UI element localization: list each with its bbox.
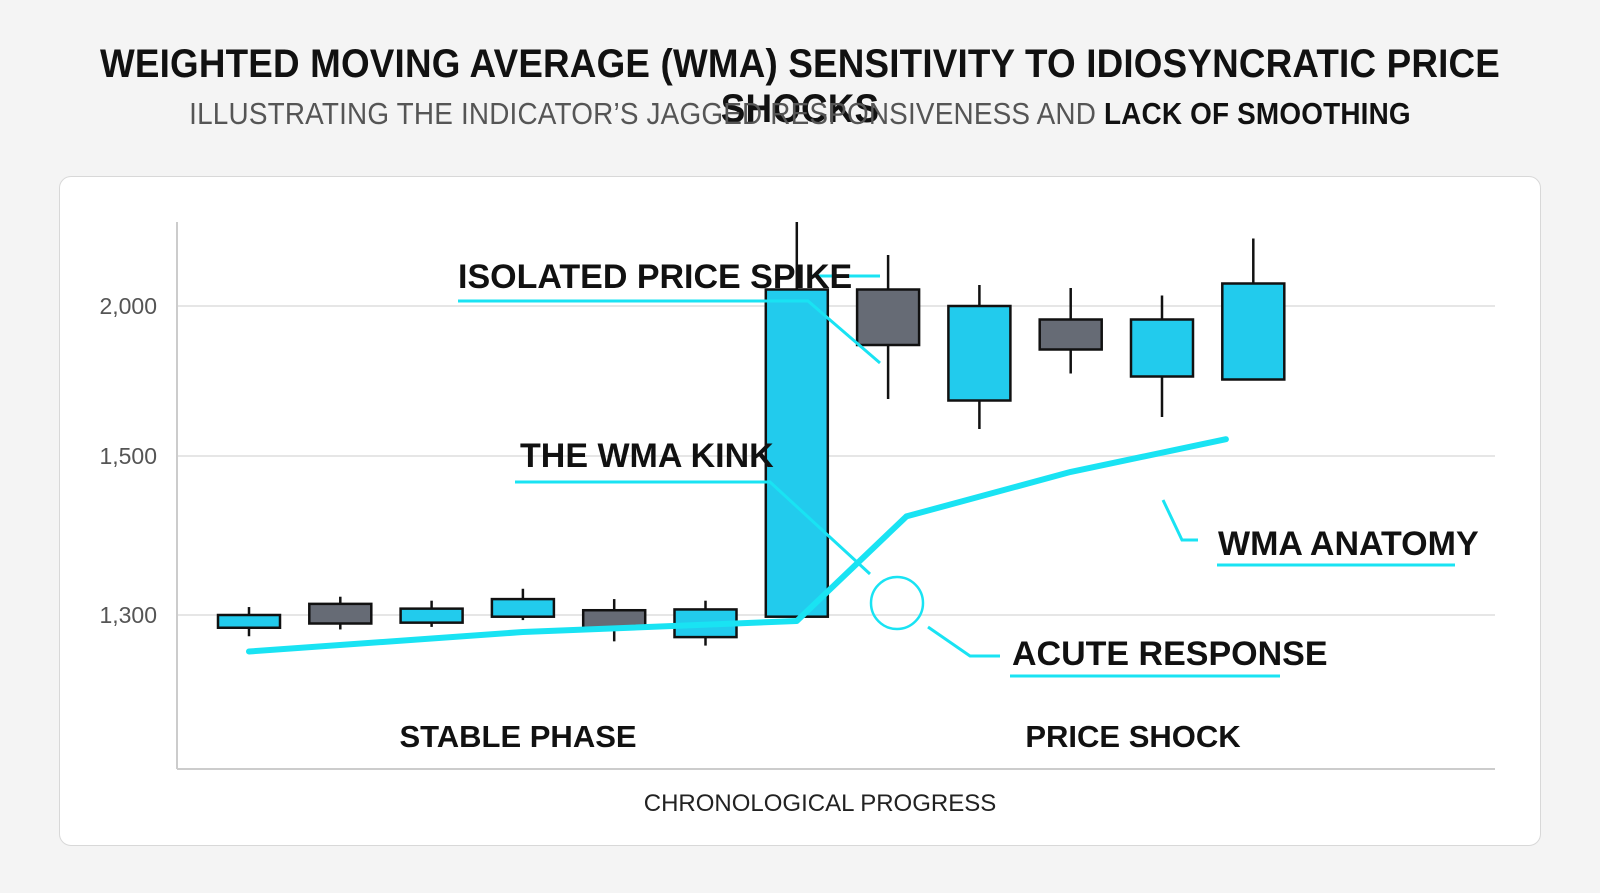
candle-body [1221,282,1286,381]
candle-body [1129,318,1195,378]
page-title: WEIGHTED MOVING AVERAGE (WMA) SENSITIVIT… [99,42,1501,131]
candle [1129,295,1195,417]
annotation-wma-anatomy: WMA ANATOMY [1218,525,1479,563]
annotation-acute-response: ACUTE RESPONSE [1012,635,1328,673]
annotation-leaders [458,274,1455,678]
candle-body [947,304,1012,402]
candle [216,607,282,637]
candles [216,222,1286,646]
candle-body [855,288,921,347]
kink-underline-leader [515,480,872,576]
subtitle-emphasis: LACK OF SMOOTHING [1103,96,1411,131]
candle [490,588,556,621]
phase-label-shock: PRICE SHOCK [1025,719,1241,754]
candle-body [399,607,464,624]
candle-body [1038,318,1103,351]
candle [308,596,373,630]
phase-label-stable: STABLE PHASE [399,719,636,754]
candle [1038,288,1103,374]
candle [855,255,921,399]
y-tick-label: 1,300 [99,602,157,628]
spike-underline-leader [458,299,881,365]
candle-body [216,613,282,629]
page-subtitle: ILLUSTRATING THE INDICATOR’S JAGGED RESP… [80,96,1520,132]
candle [764,222,830,618]
y-tick-label: 1,500 [99,443,157,469]
y-tick-label: 2,000 [99,293,157,319]
candle [581,599,647,642]
candle [399,600,464,627]
candle-body [490,597,556,618]
kink-highlight-circle [869,575,925,631]
candle-body [308,602,373,625]
x-axis-label: CHRONOLOGICAL PROGRESS [644,790,997,817]
y-tick-labels: 1,300 1,500 2,000 [99,293,157,628]
wma-line [246,436,1229,655]
acute-leader [927,625,1000,658]
subtitle-regular: ILLUSTRATING THE INDICATOR’S JAGGED RESP… [189,96,1104,131]
wma-line-group [246,436,1229,655]
annotation-wma-kink: THE WMA KINK [520,437,774,475]
annotation-isolated-price-spike: ISOLATED PRICE SPIKE [458,258,852,296]
candle-body [764,288,830,618]
candle [1221,238,1286,381]
anatomy-leader [1161,499,1198,542]
candle [947,285,1012,429]
grid-lines [177,305,1495,616]
